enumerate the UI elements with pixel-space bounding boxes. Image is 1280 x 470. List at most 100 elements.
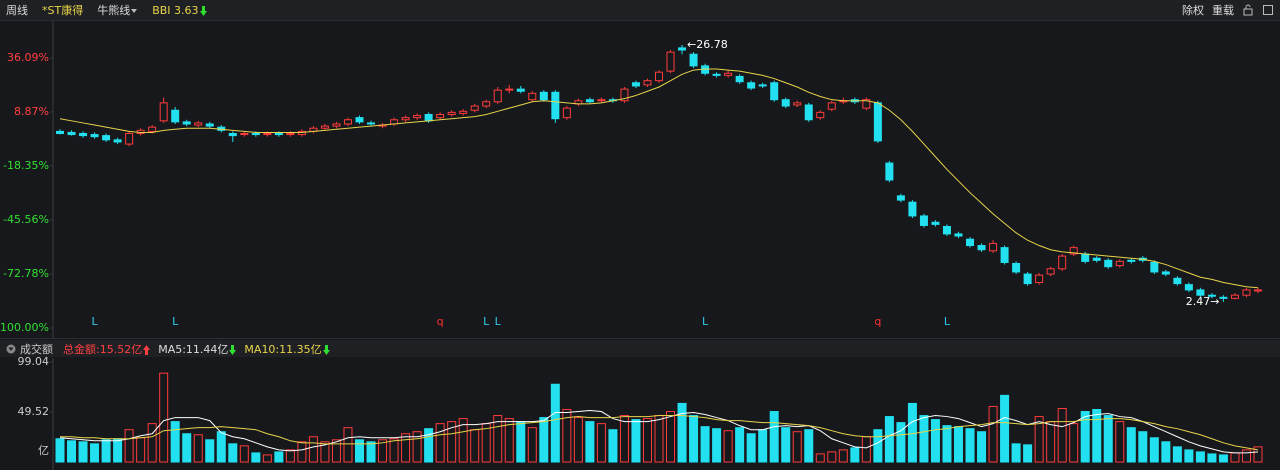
candle-body <box>113 139 122 143</box>
reload-button[interactable]: 重载 <box>1212 4 1234 17</box>
y-tick-label: -18.35% <box>3 159 49 172</box>
volume-bar <box>285 449 295 463</box>
volume-bar <box>90 443 100 463</box>
volume-bar <box>113 438 123 463</box>
candle-body <box>1092 257 1101 261</box>
volume-bar <box>78 441 88 463</box>
volume-bar <box>435 423 445 463</box>
volume-bar <box>1034 416 1044 463</box>
volume-bar <box>689 415 699 463</box>
volume-bar <box>1069 423 1079 463</box>
volume-bar <box>239 445 249 463</box>
candle-body <box>989 242 998 252</box>
volume-bar <box>216 431 226 463</box>
volume-bar <box>1218 454 1228 463</box>
volume-bar <box>504 418 514 463</box>
window-icon[interactable] <box>1262 4 1274 16</box>
adjust-button[interactable]: 除权 <box>1182 4 1204 17</box>
candle-body <box>678 47 687 51</box>
indicator-menu[interactable]: 牛熊线 <box>97 2 138 18</box>
candle-body <box>528 92 537 101</box>
volume-bar <box>1080 411 1090 463</box>
candle-body <box>631 82 640 87</box>
volume-bar <box>228 443 238 463</box>
volume-bar <box>769 411 779 463</box>
candle-body <box>1196 289 1205 296</box>
volume-bar <box>1184 449 1194 463</box>
collapse-icon[interactable] <box>6 344 16 354</box>
candle-body <box>355 117 364 123</box>
ma10-legend: MA10:11.35亿 <box>244 341 330 357</box>
volume-bar <box>251 452 261 463</box>
candle-body <box>413 115 422 119</box>
volume-bar <box>735 427 745 463</box>
volume-bar <box>712 428 722 463</box>
volume-bar <box>1195 451 1205 463</box>
volume-bar <box>55 438 65 463</box>
candle-body <box>655 71 663 82</box>
volume-bar <box>539 417 549 463</box>
volume-bar <box>170 421 180 463</box>
dropdown-icon <box>131 9 138 13</box>
up-arrow <box>143 344 151 355</box>
candle-body <box>148 126 157 132</box>
period[interactable]: 周线 <box>6 4 28 17</box>
volume-bar <box>758 429 768 463</box>
volume-bar <box>884 416 894 463</box>
candle-body <box>620 88 629 102</box>
volume-bar <box>1023 444 1033 463</box>
candle-body <box>1127 259 1136 262</box>
candle-body <box>367 122 376 125</box>
candle-body <box>171 109 180 123</box>
volume-bar <box>792 431 802 463</box>
candle-body <box>781 99 790 107</box>
volume-bar <box>654 415 664 463</box>
candle-body <box>90 134 99 138</box>
volume-bar <box>343 427 353 463</box>
candle-body <box>1184 284 1193 291</box>
candle-body <box>1058 255 1067 270</box>
candle-body <box>747 82 756 89</box>
candle-body <box>102 135 111 141</box>
volume-bar <box>262 454 272 463</box>
candle-body <box>793 102 802 106</box>
volume-bar <box>516 421 526 463</box>
candle-body <box>1046 268 1055 275</box>
candle-body <box>896 195 905 201</box>
candle-body <box>1081 253 1090 262</box>
stock-name: *ST康得 <box>42 4 84 17</box>
volume-bar <box>942 425 952 463</box>
ma5-label: MA5:11.44亿 <box>158 342 229 356</box>
candle-body <box>954 233 963 237</box>
volume-bar <box>585 421 595 463</box>
volume-bar <box>470 429 480 463</box>
candle-body <box>1161 271 1170 275</box>
candle-body <box>977 245 986 251</box>
volume-bar <box>1057 407 1067 463</box>
volume-bar <box>677 402 687 463</box>
candle-body <box>666 51 675 72</box>
volume-bar <box>781 427 791 463</box>
volume-bar <box>1138 431 1148 463</box>
volume-bar <box>378 439 388 463</box>
volume-bar <box>1241 449 1251 463</box>
candle-body <box>182 121 191 125</box>
signal-marker: L <box>172 315 179 328</box>
candle-body <box>194 122 203 126</box>
candle-body <box>263 133 272 136</box>
candle-body <box>67 131 76 136</box>
signal-marker: L <box>702 315 709 328</box>
y-tick-label: 99.04 <box>18 355 50 368</box>
candle-body <box>436 113 445 119</box>
ma5-legend: MA5:11.44亿 <box>158 341 237 357</box>
candle-body <box>724 72 733 76</box>
volume-bar <box>642 418 652 463</box>
volume-bar <box>389 438 399 463</box>
candle-body <box>931 221 940 225</box>
indicator-line <box>59 68 1259 289</box>
candle-body <box>1023 273 1032 285</box>
lock-icon[interactable] <box>1242 4 1254 16</box>
volume-bar <box>1046 421 1056 463</box>
bbi-legend: BBI 3.63 <box>152 4 207 17</box>
